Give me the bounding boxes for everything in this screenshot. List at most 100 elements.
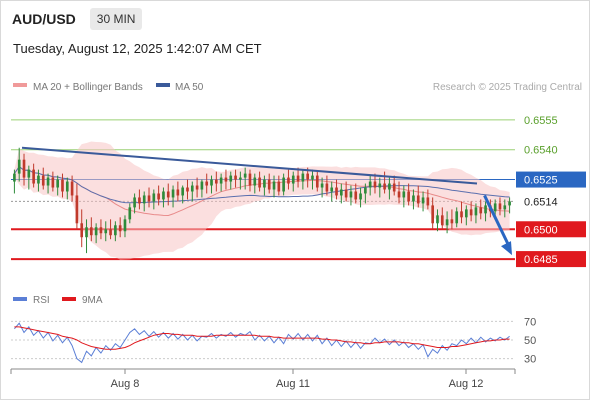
- timeframe-badge[interactable]: 30 MIN: [89, 8, 143, 30]
- candle-body: [123, 219, 127, 232]
- candle-body: [186, 187, 189, 192]
- resistance-trendline: [21, 146, 478, 185]
- price-level-label: 0.6525: [524, 175, 558, 187]
- price-level-label-bg: [516, 251, 586, 268]
- candle-body: [330, 187, 334, 192]
- candle-body: [166, 191, 170, 198]
- price-level-label-bg: [516, 221, 586, 238]
- price-level-label: 0.6500: [524, 224, 558, 236]
- candle-body: [354, 191, 358, 200]
- candle-body: [388, 183, 391, 190]
- candle-body: [27, 169, 31, 178]
- candle-body: [277, 181, 281, 192]
- candle-body: [359, 193, 362, 200]
- price-level-label: 0.6485: [524, 254, 558, 266]
- candle-body: [469, 209, 473, 216]
- candle-body: [195, 185, 199, 190]
- candle-body: [215, 179, 218, 184]
- candle-body: [325, 183, 329, 192]
- candle-body: [162, 191, 165, 200]
- candle-body: [171, 189, 175, 198]
- candle-body: [142, 195, 146, 204]
- candle-body: [402, 191, 406, 198]
- candle-body: [378, 183, 382, 188]
- candle-body: [455, 211, 459, 224]
- candle-body: [436, 215, 439, 224]
- candle-body: [503, 205, 507, 210]
- candle-body: [368, 181, 372, 188]
- candle-body: [41, 175, 45, 186]
- candle-body: [498, 203, 502, 210]
- candle-body: [291, 175, 295, 184]
- candle-body: [224, 177, 228, 182]
- candle-body: [46, 177, 50, 186]
- candle-body: [17, 159, 21, 174]
- candle-body: [13, 173, 16, 182]
- candle-body: [104, 229, 108, 234]
- ma50-legend-label: MA 50: [175, 82, 204, 93]
- candle-body: [181, 187, 184, 196]
- ma9-legend-label: 9MA: [82, 295, 103, 306]
- candle-body: [340, 189, 343, 196]
- symbol-title: AUD/USD: [12, 11, 76, 27]
- candle-body: [474, 207, 478, 216]
- candle-body: [484, 205, 487, 214]
- candle-body: [306, 173, 309, 180]
- forecast-arrow-shaft: [483, 194, 511, 247]
- candle-body: [344, 189, 348, 198]
- candle-body: [22, 159, 26, 178]
- candle-body: [190, 185, 194, 192]
- candle-body: [157, 193, 160, 200]
- candle-body: [133, 197, 136, 208]
- candle-body: [248, 173, 252, 186]
- candle-body: [32, 169, 35, 184]
- candle-body: [65, 181, 69, 192]
- candle-body: [210, 179, 213, 186]
- candle-body: [118, 225, 122, 232]
- candle-body: [296, 175, 300, 182]
- rsi-legend-label: RSI: [33, 295, 50, 306]
- candle-body: [239, 177, 242, 180]
- candle-body: [51, 177, 55, 188]
- candle-body: [349, 191, 353, 198]
- candle-body: [282, 177, 285, 192]
- rsi-legend-swatch: [13, 297, 27, 301]
- candle-body: [90, 227, 93, 236]
- candle-body: [416, 195, 420, 204]
- candle-body: [70, 181, 74, 196]
- candle-body: [301, 173, 305, 182]
- candle-body: [229, 175, 233, 182]
- price-level-label-bg: [516, 171, 586, 188]
- candle-body: [364, 187, 367, 194]
- candle-body: [37, 175, 40, 184]
- candle-body: [219, 177, 223, 184]
- ma20-legend-swatch: [13, 83, 27, 87]
- price-level-label: 0.6555: [524, 115, 558, 127]
- candle-body: [147, 195, 151, 202]
- candle-body: [445, 219, 449, 226]
- candle-body: [109, 229, 112, 236]
- candle-body: [94, 227, 98, 236]
- rsi-ma9-line: [14, 326, 510, 350]
- candle-body: [421, 197, 425, 204]
- candle-body: [61, 179, 64, 192]
- candle-body: [258, 177, 261, 188]
- candle-body: [243, 173, 247, 178]
- candle-body: [152, 193, 156, 202]
- candle-body: [479, 207, 483, 214]
- x-tick-label: Aug 8: [111, 378, 140, 390]
- candle-body: [85, 227, 88, 238]
- datetime-text: Tuesday, August 12, 2025 1:42:07 AM CET: [13, 41, 262, 56]
- candle-body: [75, 195, 79, 224]
- candle-body: [426, 197, 430, 206]
- candle-body: [397, 191, 401, 198]
- candle-body: [138, 197, 141, 204]
- candle-body: [373, 181, 377, 188]
- chart-header: AUD/USD 30 MIN: [12, 8, 143, 30]
- candle-body: [392, 183, 396, 192]
- candle-body: [272, 181, 276, 190]
- candle-body: [128, 207, 132, 220]
- candle-body: [412, 195, 415, 202]
- candle-body: [508, 201, 511, 206]
- candle-body: [263, 179, 266, 188]
